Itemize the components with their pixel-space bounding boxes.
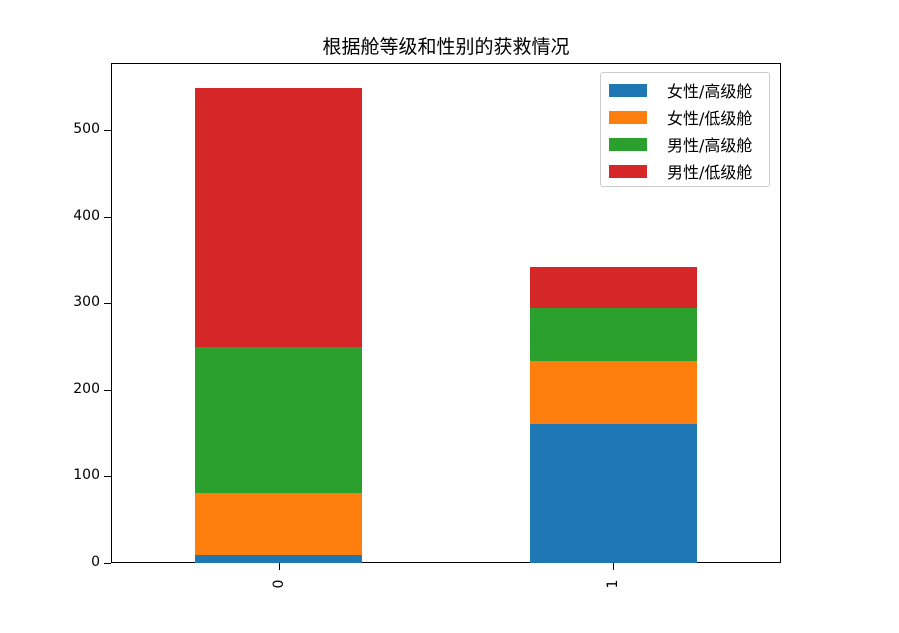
bar-segment xyxy=(529,423,697,563)
y-tick-label: 300 xyxy=(73,294,100,311)
legend-swatch xyxy=(609,83,647,97)
y-tick xyxy=(104,389,111,391)
legend-item: 男性/低级舱 xyxy=(609,162,753,182)
legend-label: 女性/高级舱 xyxy=(667,82,753,101)
legend-item: 男性/高级舱 xyxy=(609,135,753,155)
bar-segment xyxy=(195,555,362,563)
x-tick-label: 0 xyxy=(270,579,287,589)
y-tick xyxy=(104,130,111,131)
y-tick-label: 500 xyxy=(73,121,100,137)
bar-segment xyxy=(529,266,697,308)
y-tick-label: 200 xyxy=(73,380,100,397)
x-tick xyxy=(613,563,614,570)
plot-area xyxy=(111,63,781,563)
x-tick xyxy=(278,563,280,570)
bar-segment xyxy=(529,361,697,424)
legend-swatch xyxy=(609,164,647,178)
bar-segment xyxy=(195,347,362,493)
y-tick-label: 400 xyxy=(73,207,100,224)
y-tick xyxy=(104,476,111,478)
bar-segment xyxy=(195,492,362,556)
legend-item: 女性/高级舱 xyxy=(609,81,753,101)
legend-label: 男性/低级舱 xyxy=(667,163,753,182)
y-tick xyxy=(104,303,111,305)
legend-item: 女性/低级舱 xyxy=(609,108,753,128)
y-tick xyxy=(104,563,111,564)
y-tick-label: 100 xyxy=(73,467,100,484)
bar-segment xyxy=(195,87,362,348)
y-tick xyxy=(104,216,111,218)
legend: 女性/高级舱 女性/低级舱 男性/高级舱 男性/低级舱 xyxy=(600,72,770,187)
legend-label: 男性/高级舱 xyxy=(667,136,753,155)
x-tick-label: 1 xyxy=(605,579,621,589)
legend-swatch xyxy=(609,110,647,124)
chart-title: 根据舱等级和性别的获救情况 xyxy=(322,36,570,58)
y-tick-label: 0 xyxy=(91,554,100,570)
bar-segment xyxy=(529,307,697,362)
legend-swatch xyxy=(609,137,647,151)
legend-label: 女性/低级舱 xyxy=(667,109,753,128)
